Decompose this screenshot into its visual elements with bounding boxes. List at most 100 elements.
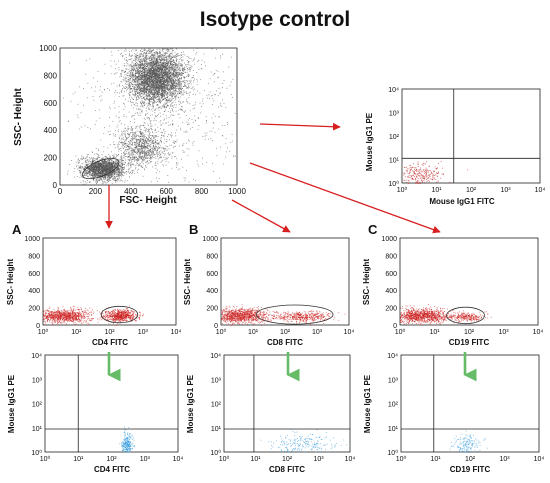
point-top: [141, 89, 143, 91]
point-top: [145, 59, 147, 61]
point-top: [159, 157, 161, 159]
point-top: [153, 94, 155, 96]
point-top: [146, 116, 148, 118]
point-top: [134, 91, 136, 93]
point-top: [155, 87, 157, 89]
point-top: [164, 71, 165, 73]
point-top: [144, 68, 146, 70]
point-top: [156, 104, 158, 106]
point-top: [171, 108, 173, 110]
point-top: [182, 51, 184, 53]
point-top: [149, 62, 151, 64]
point-top: [148, 93, 150, 95]
point-top: [167, 146, 169, 147]
point-top: [179, 74, 180, 76]
point-top: [143, 71, 145, 73]
point-top: [179, 91, 181, 93]
point-top: [157, 55, 159, 57]
point-top: [153, 82, 155, 84]
point-top: [152, 95, 153, 97]
point-top: [166, 71, 168, 73]
point-top: [143, 140, 145, 142]
point-top: [154, 52, 156, 54]
point-top: [161, 55, 163, 57]
point-top: [153, 68, 155, 69]
point-top: [163, 152, 165, 154]
point-top: [138, 131, 140, 132]
point-top: [172, 72, 174, 74]
point-top: [163, 55, 165, 57]
point-top: [162, 106, 164, 108]
point-top: [191, 66, 193, 67]
point-top: [152, 86, 154, 87]
point-top: [166, 68, 168, 70]
point-top: [169, 76, 170, 78]
point-top: [143, 132, 144, 134]
point-top: [166, 55, 168, 57]
point-top: [154, 148, 155, 149]
point-top: [115, 72, 117, 74]
point-top: [132, 131, 133, 133]
point-top: [95, 110, 96, 111]
point-top: [140, 157, 142, 159]
point-top: [136, 153, 137, 154]
point-top: [174, 82, 176, 84]
point-top: [154, 141, 156, 143]
point-top: [127, 130, 129, 132]
point-top: [127, 134, 129, 136]
point-top: [145, 50, 147, 52]
point-top: [156, 83, 158, 84]
point-top: [141, 145, 142, 147]
point-top: [155, 61, 157, 63]
point-top: [169, 84, 171, 86]
point-top: [127, 100, 129, 102]
point-top: [157, 101, 158, 102]
point-top: [149, 150, 150, 152]
point-top: [127, 83, 129, 85]
point-top: [169, 54, 170, 55]
point-top: [155, 154, 157, 155]
point-top: [152, 81, 154, 83]
point-top: [149, 86, 151, 88]
point-top: [121, 142, 123, 144]
point-top: [137, 79, 139, 81]
point-top: [120, 139, 122, 141]
point-top: [161, 69, 162, 70]
point-top: [153, 71, 155, 73]
point-top: [137, 78, 138, 80]
point-top: [150, 70, 151, 72]
point-top: [176, 67, 178, 69]
point-top: [133, 138, 135, 140]
point-top: [157, 153, 158, 155]
point-top: [154, 62, 156, 64]
point-top: [144, 139, 146, 141]
point-top: [139, 106, 141, 107]
point-top: [143, 52, 145, 54]
point-top: [136, 57, 138, 59]
point-top: [155, 158, 157, 159]
point-top: [133, 68, 135, 70]
point-top: [155, 73, 157, 74]
point-top: [163, 91, 164, 93]
point-top: [130, 67, 132, 69]
point-top: [116, 92, 118, 93]
point-top: [146, 68, 148, 70]
point-top: [172, 71, 174, 73]
point-top: [172, 84, 174, 86]
point-top: [161, 79, 163, 81]
point-top: [178, 61, 180, 63]
point-top: [136, 80, 138, 82]
point-top: [153, 61, 154, 63]
point-top: [121, 123, 122, 125]
point-top: [128, 147, 130, 149]
point-top: [141, 104, 143, 106]
point-top: [148, 95, 149, 97]
point-top: [169, 134, 171, 136]
point-top: [157, 104, 159, 106]
point-top: [136, 68, 138, 69]
point-top: [141, 81, 143, 83]
point-top: [138, 144, 140, 146]
point-top: [164, 86, 166, 88]
point-top: [138, 154, 140, 156]
point-top: [156, 142, 158, 144]
